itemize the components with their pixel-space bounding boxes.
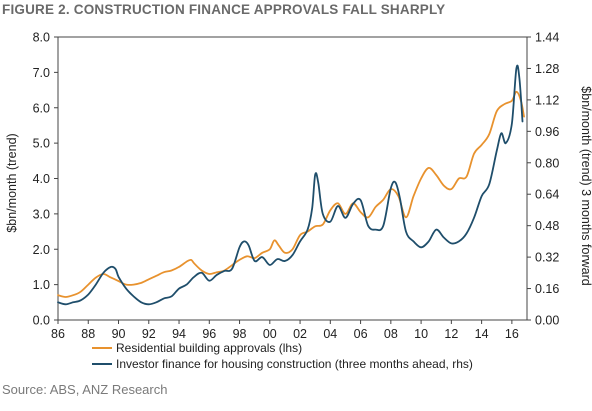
x-tick-label: 04 — [323, 327, 337, 341]
series-line-residential-approvals — [57, 90, 525, 298]
figure-source: Source: ABS, ANZ Research — [2, 382, 168, 397]
right-axis-label: $bn/month (trend) 3 months forward — [579, 86, 592, 285]
right-tick-label: 0.96 — [535, 125, 559, 139]
x-tick-label: 10 — [414, 327, 428, 341]
x-tick-label: 92 — [142, 327, 156, 341]
left-axis-ticks: 0.0 1.0 2.0 3.0 4.0 5.0 6.0 7.0 8.0 — [33, 31, 58, 328]
left-tick-label: 2.0 — [33, 243, 50, 257]
x-tick-label: 16 — [505, 327, 519, 341]
right-tick-label: 0.00 — [535, 314, 559, 328]
x-tick-label: 98 — [233, 327, 247, 341]
left-tick-label: 8.0 — [33, 31, 50, 45]
left-tick-label: 0.0 — [33, 314, 50, 328]
x-tick-label: 14 — [475, 327, 489, 341]
series-line-investor-finance — [57, 64, 524, 306]
right-tick-label: 0.64 — [535, 188, 559, 202]
x-tick-label: 90 — [112, 327, 126, 341]
right-tick-label: 0.48 — [535, 219, 559, 233]
plot-area — [57, 36, 528, 321]
legend-label-residential: Residential building approvals (lhs) — [116, 341, 302, 355]
left-tick-label: 6.0 — [33, 101, 50, 115]
series-layer — [57, 64, 525, 306]
right-tick-label: 0.80 — [535, 156, 559, 170]
x-tick-label: 12 — [444, 327, 458, 341]
right-tick-label: 1.44 — [535, 31, 559, 45]
x-tick-label: 06 — [354, 327, 368, 341]
x-tick-label: 86 — [51, 327, 65, 341]
legend: Residential building approvals (lhs) Inv… — [92, 341, 473, 371]
left-tick-label: 1.0 — [33, 278, 50, 292]
right-tick-label: 1.12 — [535, 93, 559, 107]
x-tick-label: 94 — [172, 327, 186, 341]
left-tick-label: 4.0 — [33, 172, 50, 186]
x-tick-label: 96 — [202, 327, 216, 341]
right-axis-ticks: 0.00 0.16 0.32 0.48 0.64 0.80 0.96 1.12 1.28 1.44 — [527, 31, 559, 328]
left-tick-label: 5.0 — [33, 137, 50, 151]
plot-frame — [57, 36, 528, 321]
x-axis-ticks: 86 88 90 92 94 96 98 00 02 04 06 08 10 12 14 16 — [51, 320, 519, 341]
x-tick-label: 08 — [384, 327, 398, 341]
x-tick-label: 02 — [293, 327, 307, 341]
x-tick-label: 88 — [81, 327, 95, 341]
figure-title: FIGURE 2. CONSTRUCTION FINANCE APPROVALS… — [2, 2, 446, 17]
right-tick-label: 0.32 — [535, 251, 559, 265]
left-axis-label: $bn/month (trend) — [5, 133, 19, 232]
right-tick-label: 0.16 — [535, 282, 559, 296]
left-tick-label: 3.0 — [33, 207, 50, 221]
right-tick-label: 1.28 — [535, 62, 559, 76]
left-tick-label: 7.0 — [33, 66, 50, 80]
legend-label-investor: Investor finance for housing constructio… — [116, 357, 473, 371]
x-tick-label: 00 — [263, 327, 277, 341]
